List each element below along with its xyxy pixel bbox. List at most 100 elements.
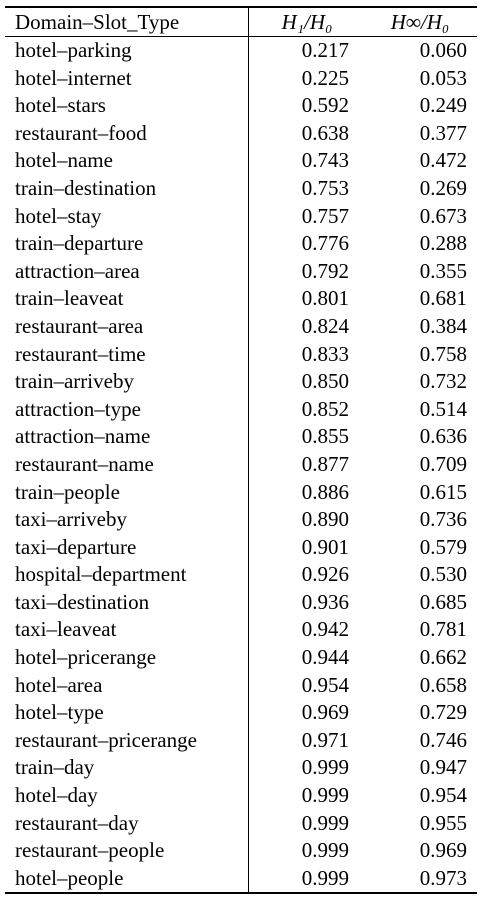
cell-h1-over-h0: 0.936 [301, 589, 349, 614]
cell-domain-slot-type: restaurant–pricerange [5, 726, 249, 755]
cell-hinf-over-h0: 0.579 [419, 534, 467, 559]
entropy-ratio-table: Domain–Slot_Type H₁/H₀ H∞/H₀ hotel–parki… [5, 6, 477, 895]
cell-domain-slot-type: hotel–type [5, 699, 249, 727]
cell-h1-over-h0: 0.225 [301, 65, 349, 90]
table-row: restaurant–pricerange 0.971 0.746 [5, 726, 477, 755]
cell-domain-slot-type: hotel–parking [5, 37, 249, 65]
cell-h1-over-h0: 0.801 [301, 286, 349, 311]
cell-hinf-over-h0: 0.053 [419, 65, 467, 90]
table-row: train–leaveat 0.801 0.681 [5, 285, 477, 313]
cell-hinf-over-h0: 0.636 [419, 424, 467, 449]
cell-hinf-over-h0: 0.954 [419, 783, 467, 808]
table-header-row: Domain–Slot_Type H₁/H₀ H∞/H₀ [5, 8, 477, 36]
cell-h1-over-h0: 0.877 [301, 451, 349, 476]
table-row: taxi–leaveat 0.942 0.781 [5, 616, 477, 645]
header-rule [5, 36, 477, 37]
table-row: restaurant–area 0.824 0.384 [5, 312, 477, 341]
table-body: hotel–parking 0.217 0.060 hotel–internet 0.2… [5, 37, 477, 893]
cell-domain-slot-type: restaurant–time [5, 340, 249, 369]
bottom-rule [5, 892, 477, 895]
cell-hinf-over-h0: 0.947 [419, 755, 467, 780]
cell-hinf-over-h0: 0.673 [419, 203, 467, 228]
cell-hinf-over-h0: 0.746 [419, 727, 467, 752]
cell-h1-over-h0: 0.824 [301, 313, 349, 338]
cell-hinf-over-h0: 0.249 [419, 93, 467, 118]
cell-h1-over-h0: 0.999 [301, 755, 349, 780]
cell-hinf-over-h0: 0.969 [419, 838, 467, 863]
cell-h1-over-h0: 0.776 [301, 231, 349, 256]
cell-hinf-over-h0: 0.355 [419, 258, 467, 283]
cell-hinf-over-h0: 0.729 [419, 700, 467, 725]
table-row: hotel–area 0.954 0.658 [5, 671, 477, 700]
table-row: taxi–arriveby 0.890 0.736 [5, 506, 477, 534]
header-domain-slot-type: Domain–Slot_Type [5, 8, 249, 36]
cell-domain-slot-type: restaurant–people [5, 837, 249, 865]
table-row: attraction–type 0.852 0.514 [5, 395, 477, 424]
table-row: taxi–departure 0.901 0.579 [5, 533, 477, 562]
table-row: hotel–internet 0.225 0.053 [5, 64, 477, 93]
cell-hinf-over-h0: 0.288 [419, 231, 467, 256]
cell-domain-slot-type: train–arriveby [5, 368, 249, 396]
cell-domain-slot-type: attraction–name [5, 423, 249, 451]
cell-domain-slot-type: taxi–leaveat [5, 616, 249, 645]
cell-domain-slot-type: hotel–name [5, 147, 249, 175]
cell-hinf-over-h0: 0.681 [419, 286, 467, 311]
header-hinf-over-h0: H∞/H₀ [390, 10, 450, 34]
table-row: hotel–name 0.743 0.472 [5, 147, 477, 175]
cell-hinf-over-h0: 0.685 [419, 589, 467, 614]
table-row: train–arriveby 0.850 0.732 [5, 368, 477, 396]
cell-h1-over-h0: 0.792 [301, 258, 349, 283]
cell-h1-over-h0: 0.999 [301, 783, 349, 808]
table-row: train–destination 0.753 0.269 [5, 174, 477, 203]
cell-domain-slot-type: restaurant–name [5, 450, 249, 479]
cell-h1-over-h0: 0.852 [301, 396, 349, 421]
cell-h1-over-h0: 0.757 [301, 203, 349, 228]
cell-hinf-over-h0: 0.615 [419, 479, 467, 504]
cell-h1-over-h0: 0.833 [301, 341, 349, 366]
cell-domain-slot-type: taxi–departure [5, 533, 249, 562]
table-row: taxi–destination 0.936 0.685 [5, 588, 477, 617]
cell-domain-slot-type: attraction–type [5, 395, 249, 424]
cell-h1-over-h0: 0.999 [301, 865, 349, 890]
cell-hinf-over-h0: 0.662 [419, 645, 467, 670]
table-row: hotel–stars 0.592 0.249 [5, 92, 477, 120]
cell-h1-over-h0: 0.638 [301, 120, 349, 145]
table-row: hotel–day 0.999 0.954 [5, 782, 477, 810]
cell-domain-slot-type: hospital–department [5, 561, 249, 589]
table-row: train–day 0.999 0.947 [5, 754, 477, 783]
cell-domain-slot-type: hotel–internet [5, 64, 249, 93]
cell-hinf-over-h0: 0.732 [419, 369, 467, 394]
cell-domain-slot-type: taxi–destination [5, 588, 249, 617]
cell-h1-over-h0: 0.743 [301, 148, 349, 173]
cell-h1-over-h0: 0.890 [301, 507, 349, 532]
cell-h1-over-h0: 0.855 [301, 424, 349, 449]
cell-hinf-over-h0: 0.269 [419, 175, 467, 200]
table-row: restaurant–people 0.999 0.969 [5, 837, 477, 865]
cell-hinf-over-h0: 0.384 [419, 313, 467, 338]
cell-domain-slot-type: attraction–area [5, 257, 249, 286]
cell-h1-over-h0: 0.971 [301, 727, 349, 752]
cell-domain-slot-type: train–day [5, 754, 249, 783]
cell-h1-over-h0: 0.999 [301, 810, 349, 835]
cell-domain-slot-type: hotel–stars [5, 92, 249, 120]
table-row: restaurant–name 0.877 0.709 [5, 450, 477, 479]
cell-domain-slot-type: hotel–area [5, 671, 249, 700]
table-row: hotel–parking 0.217 0.060 [5, 37, 477, 65]
cell-domain-slot-type: train–leaveat [5, 285, 249, 313]
cell-hinf-over-h0: 0.530 [419, 562, 467, 587]
cell-domain-slot-type: train–departure [5, 230, 249, 258]
cell-hinf-over-h0: 0.736 [419, 507, 467, 532]
cell-h1-over-h0: 0.850 [301, 369, 349, 394]
cell-domain-slot-type: hotel–people [5, 864, 249, 893]
cell-h1-over-h0: 0.942 [301, 617, 349, 642]
cell-domain-slot-type: train–destination [5, 174, 249, 203]
table-row: hotel–pricerange 0.944 0.662 [5, 644, 477, 672]
cell-domain-slot-type: hotel–stay [5, 202, 249, 231]
cell-domain-slot-type: train–people [5, 478, 249, 507]
cell-hinf-over-h0: 0.060 [419, 38, 467, 62]
cell-domain-slot-type: restaurant–day [5, 809, 249, 838]
cell-hinf-over-h0: 0.709 [419, 451, 467, 476]
table-row: hotel–people 0.999 0.973 [5, 864, 477, 893]
cell-h1-over-h0: 0.944 [301, 645, 349, 670]
cell-domain-slot-type: taxi–arriveby [5, 506, 249, 534]
